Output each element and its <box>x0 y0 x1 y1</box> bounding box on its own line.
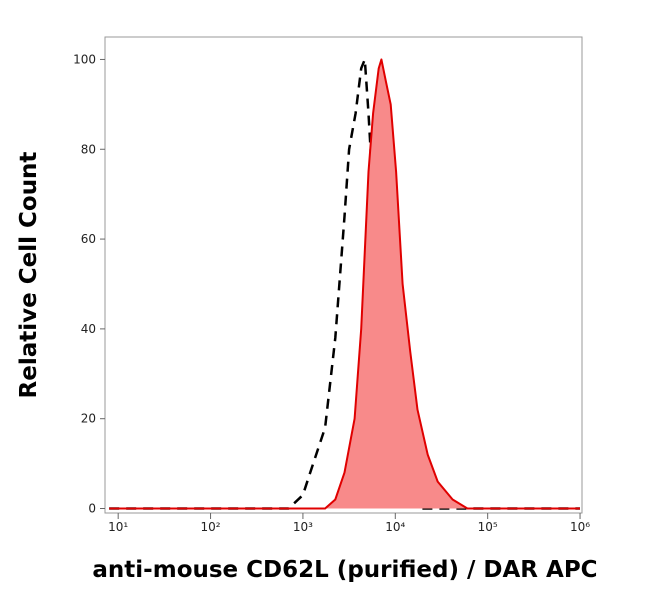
y-tick-label: 100 <box>73 52 96 66</box>
y-tick-label: 40 <box>81 322 96 336</box>
x-tick-label: 10² <box>201 520 221 534</box>
y-tick-label: 20 <box>81 412 96 426</box>
histogram-line <box>109 58 580 510</box>
histogram-line <box>109 58 580 510</box>
y-tick-label: 60 <box>81 232 96 246</box>
x-tick-label: 10⁶ <box>570 520 590 534</box>
y-tick-label: 80 <box>81 142 96 156</box>
x-tick-label: 10¹ <box>108 520 128 534</box>
y-axis-label: Relative Cell Count <box>16 152 42 399</box>
x-tick-label: 10⁵ <box>478 520 498 534</box>
y-tick-label: 0 <box>88 502 96 516</box>
x-tick-label: 10³ <box>293 520 313 534</box>
x-axis-label: anti-mouse CD62L (purified) / DAR APC <box>92 557 597 583</box>
x-tick-label: 10⁴ <box>385 520 405 534</box>
plot-frame <box>104 36 583 514</box>
